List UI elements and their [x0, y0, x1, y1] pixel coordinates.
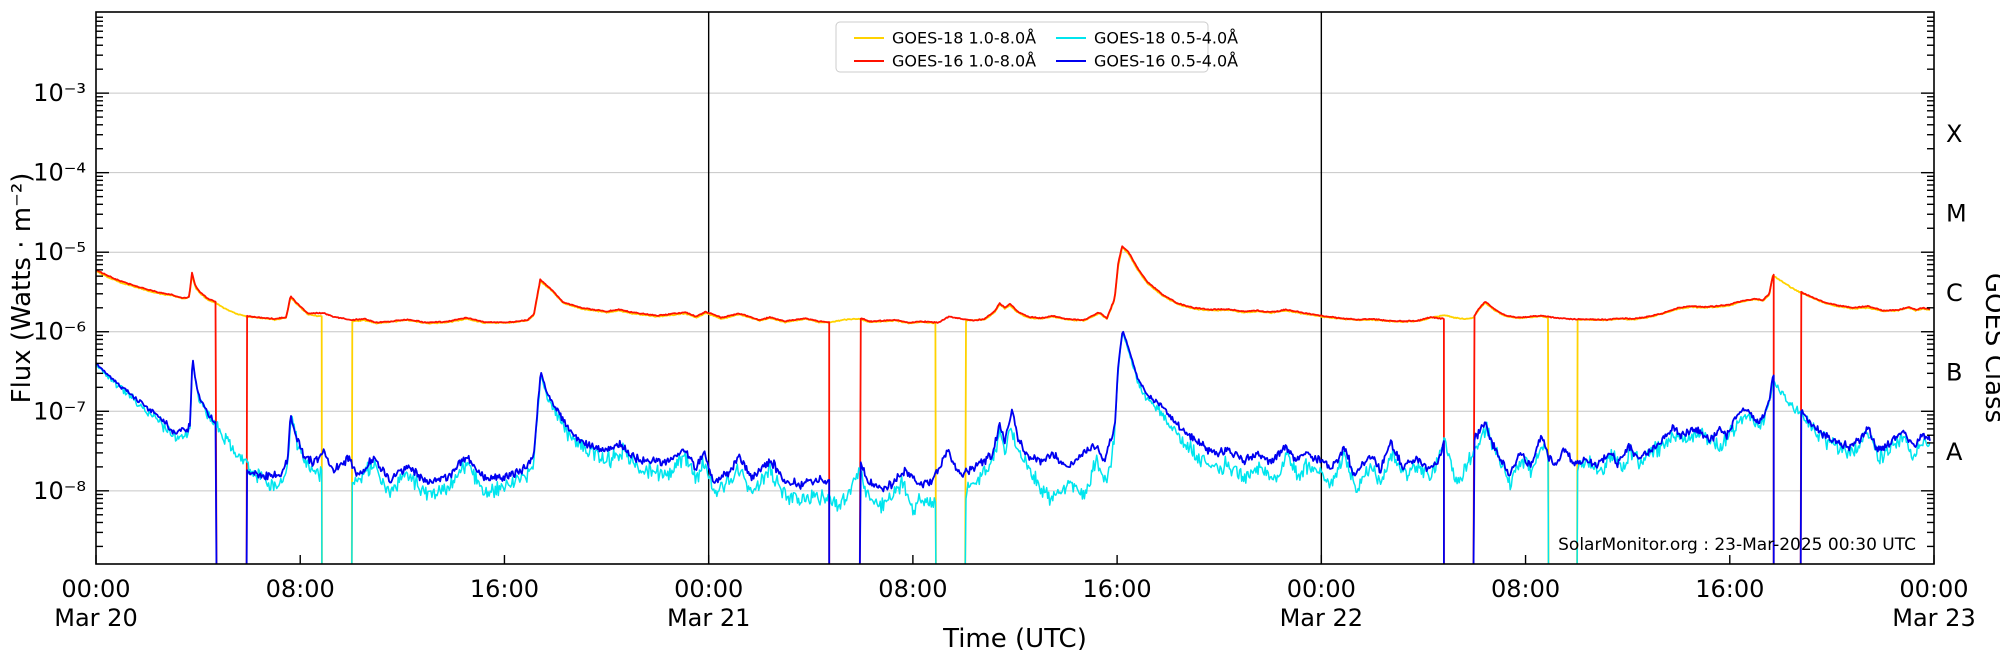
goes-class-letter: B: [1946, 359, 1962, 387]
legend-box: [835, 21, 1209, 73]
watermark-annotation: SolarMonitor.org : 23-Mar-2025 00:30 UTC: [1558, 535, 1916, 555]
x-tick-label: 00:00: [1287, 575, 1356, 603]
x-date-label: Mar 23: [1892, 604, 1975, 632]
x-date-label: Mar 20: [54, 604, 137, 632]
legend-label-goes-18-0-5-4-0: GOES-18 0.5-4.0Å: [1094, 29, 1238, 48]
legend-label-goes-18-1-0-8-0: GOES-18 1.0-8.0Å: [892, 29, 1036, 48]
goes-class-letter: X: [1946, 120, 1962, 148]
x-date-label: Mar 21: [667, 604, 750, 632]
x-axis-title: Time (UTC): [942, 624, 1087, 650]
series-line-goes-18-0-5-4-0: [96, 332, 1931, 564]
y-tick-label: 10⁻³: [33, 79, 86, 107]
x-tick-label: 00:00: [674, 575, 743, 603]
x-tick-label: 08:00: [1491, 575, 1560, 603]
y-tick-label: 10⁻⁴: [33, 159, 86, 187]
x-tick-label: 00:00: [61, 575, 130, 603]
goes-class-letter: A: [1946, 438, 1963, 466]
legend: GOES-18 1.0-8.0Å GOES-16 1.0-8.0Å GOES-18 …: [835, 21, 1238, 73]
y-axis-title: Flux (Watts · m⁻²): [7, 173, 37, 404]
right-axis-title: GOES Class: [1979, 273, 2000, 423]
y-tick-label: 10⁻⁷: [33, 397, 86, 425]
plot-border: [95, 11, 1935, 565]
goes-class-letter: M: [1946, 199, 1967, 227]
x-tick-label: 00:00: [1899, 575, 1968, 603]
gridlines: [96, 92, 1934, 492]
x-tick-label: 16:00: [1695, 575, 1764, 603]
y-tick-labels: 10⁻³ 10⁻⁴ 10⁻⁵ 10⁻⁶ 10⁻⁷ 10⁻⁸: [33, 79, 86, 505]
x-tick-label: 08:00: [878, 575, 947, 603]
x-tick-label: 16:00: [470, 575, 539, 603]
series-line-goes-16-1-0-8-0: [96, 245, 1931, 564]
axis-ticks: [95, 16, 1935, 564]
legend-label-goes-16-1-0-8-0: GOES-16 1.0-8.0Å: [892, 52, 1036, 71]
x-tick-label: 16:00: [1083, 575, 1152, 603]
x-date-label: Mar 22: [1280, 604, 1363, 632]
series-line-goes-16-0-5-4-0: [96, 330, 1931, 564]
x-tick-label: 08:00: [266, 575, 335, 603]
goes-class-letter: C: [1946, 279, 1963, 307]
series-group: [96, 245, 1931, 564]
legend-label-goes-16-0-5-4-0: GOES-16 0.5-4.0Å: [1094, 52, 1238, 71]
series-line-goes-18-1-0-8-0: [96, 246, 1930, 564]
y-tick-label: 10⁻⁵: [33, 238, 86, 266]
goes-class-labels: X M C B A: [1946, 120, 1967, 466]
y-tick-label: 10⁻⁶: [33, 318, 86, 346]
y-tick-label: 10⁻⁸: [33, 477, 86, 505]
